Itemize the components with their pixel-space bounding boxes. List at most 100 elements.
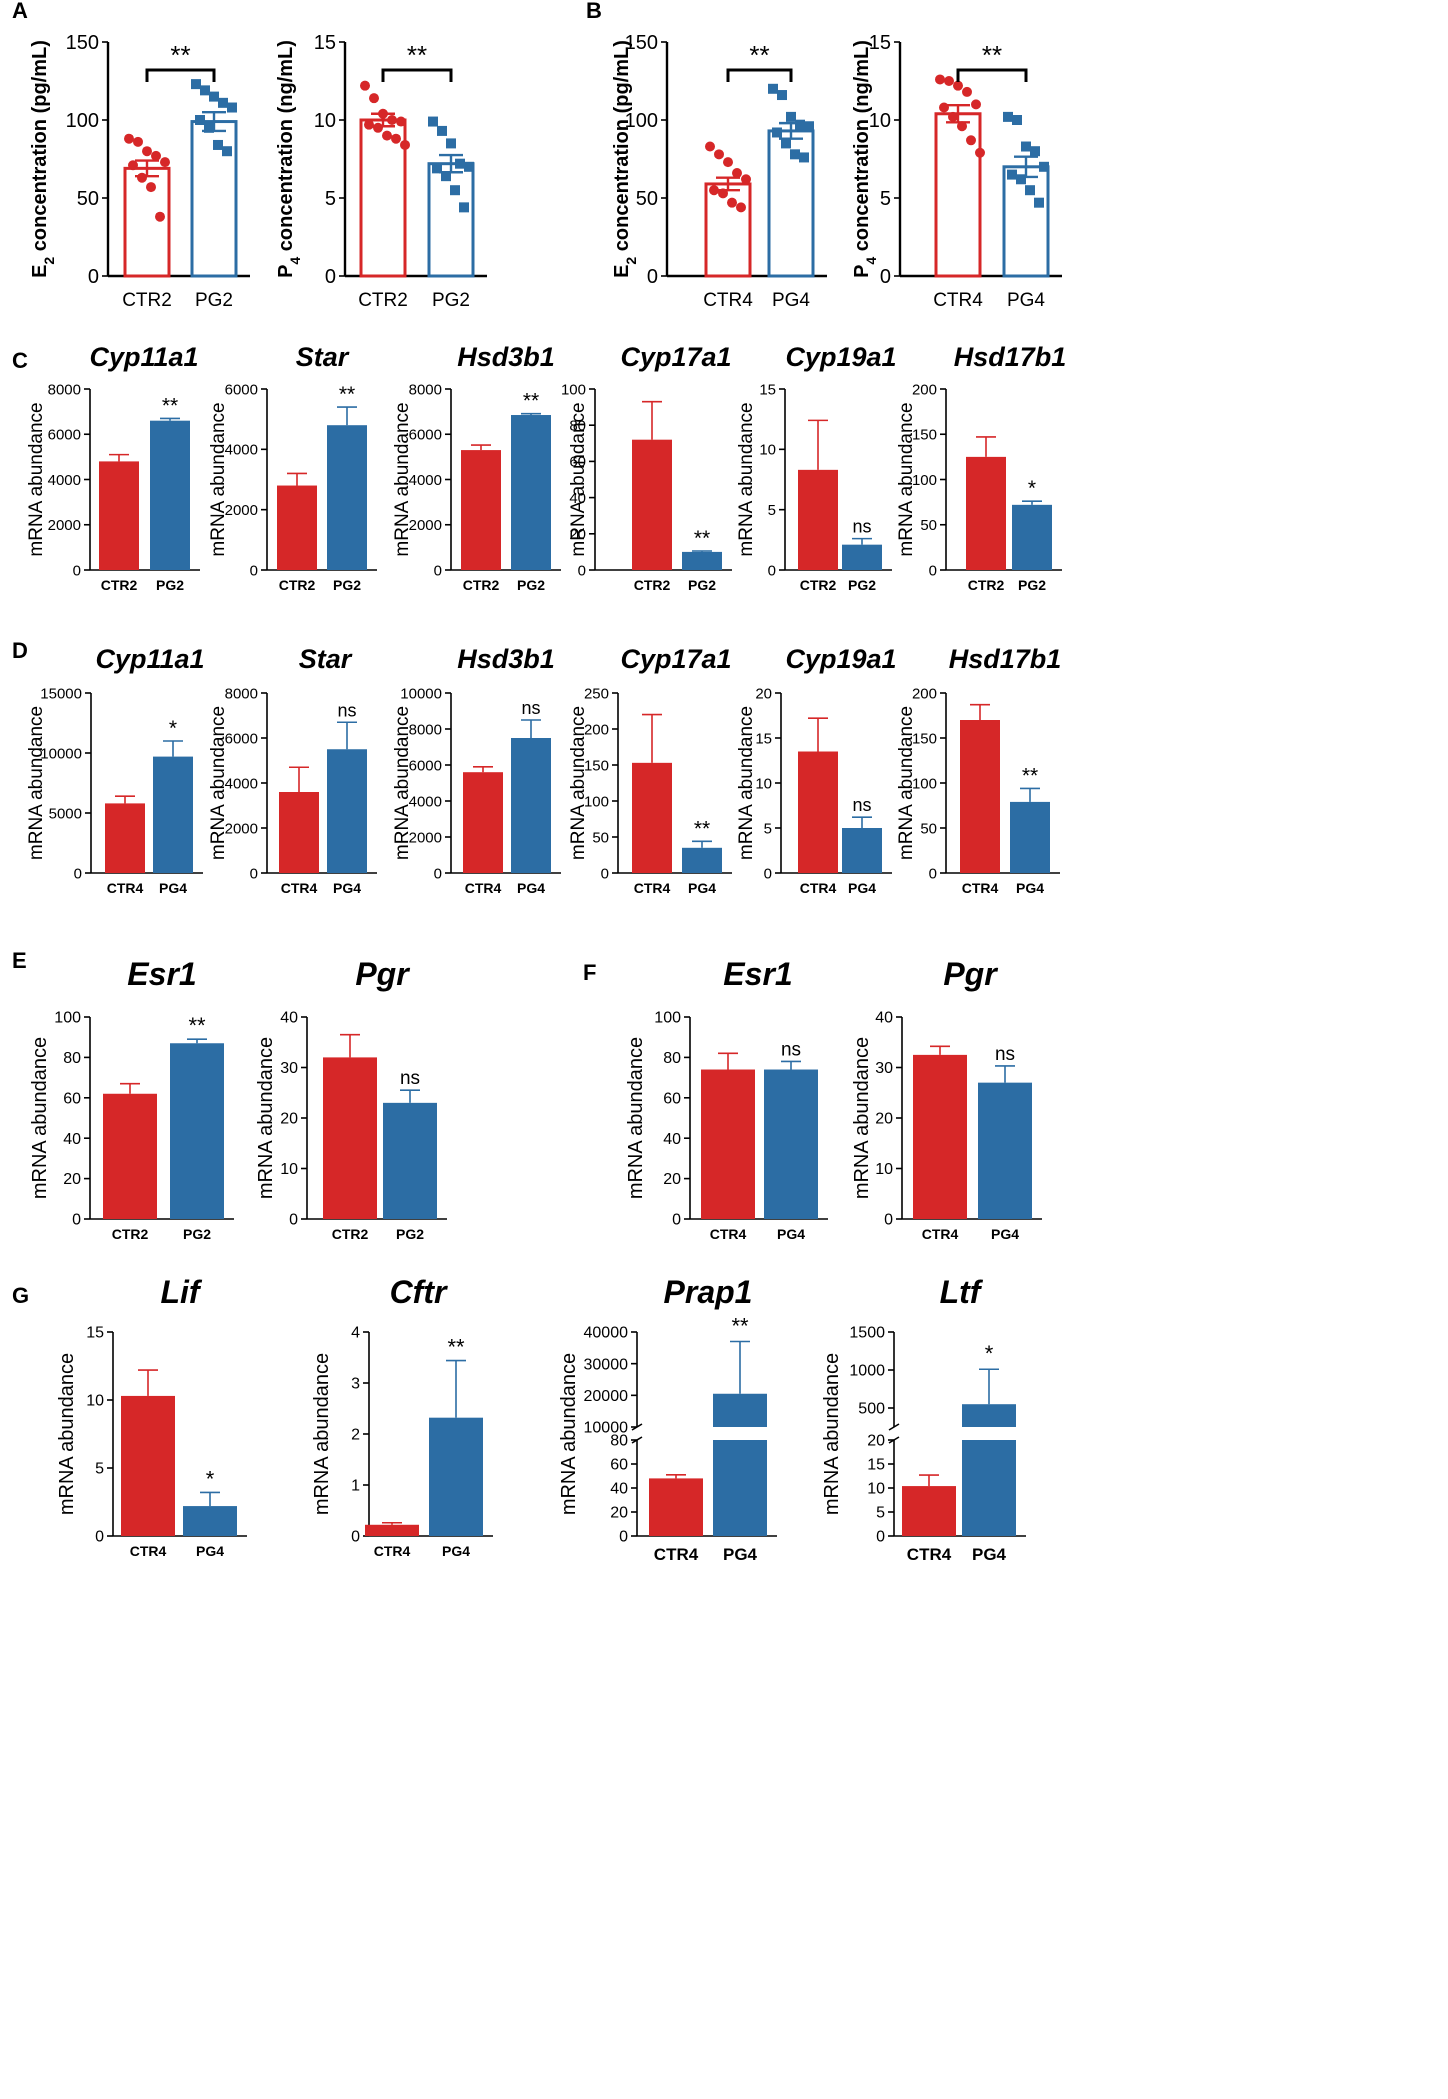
- y-tick-label: 0: [434, 865, 442, 882]
- y-tick-label: 8000: [409, 381, 442, 398]
- y-tick-label: 40: [610, 1481, 628, 1498]
- chart-D5: Cyp19a1 0 5 10 15 20 CTR4 ns PG4 mRNA abundance: [736, 644, 897, 896]
- y-tick-label: 150: [66, 32, 99, 54]
- data-point: [459, 202, 469, 213]
- y-tick-label: 250: [584, 685, 609, 702]
- bar-PG2: [682, 551, 722, 570]
- significance-label: *: [206, 1466, 215, 1491]
- panel-label: D: [12, 638, 28, 663]
- y-tick-label: 2000: [409, 517, 442, 534]
- data-point: [781, 138, 791, 149]
- panel-label: B: [586, 0, 602, 23]
- y-tick-label: 5: [325, 188, 336, 210]
- y-tick-label: 4000: [48, 472, 81, 489]
- bar-CTR4: [463, 772, 503, 873]
- data-point: [948, 111, 958, 122]
- data-point: [160, 157, 170, 168]
- data-point: [437, 125, 447, 136]
- y-tick-label: 80: [663, 1050, 681, 1067]
- y-tick-label: 5: [880, 188, 891, 210]
- significance-label: **: [694, 527, 710, 550]
- chart-G4: Ltf 500 1000 1500 0 5 10 15 20 CTR4 * PG4 mRNA abund…: [821, 1274, 1026, 1564]
- bar-CTR2: [966, 456, 1006, 570]
- y-tick-label: 4000: [225, 442, 258, 459]
- significance-label: **: [731, 1314, 749, 1339]
- data-point: [396, 116, 406, 127]
- y-tick-label: 500: [858, 1401, 885, 1418]
- chart-C5: Cyp19a1 0 5 10 15 CTR2 ns PG2 mRNA abundance: [736, 342, 897, 593]
- y-tick-label: 60: [663, 1090, 681, 1107]
- y-tick-label: 5: [764, 820, 772, 837]
- x-tick-label: CTR4: [800, 880, 837, 896]
- x-tick-label: PG2: [432, 290, 470, 311]
- data-point: [369, 93, 379, 104]
- bar-CTR4: [902, 1486, 956, 1536]
- bar-CTR2: [323, 1057, 377, 1219]
- bar-PG2: [842, 544, 882, 570]
- data-point: [777, 90, 787, 101]
- bar-PG2: [150, 420, 190, 570]
- x-tick-label: PG2: [333, 577, 361, 593]
- x-tick-label: PG4: [772, 290, 810, 311]
- y-tick-label: 60: [569, 454, 586, 471]
- data-point: [957, 121, 967, 132]
- y-tick-label: 20: [569, 526, 586, 543]
- bar-PG4: [327, 749, 367, 873]
- panel-label: G: [12, 1283, 29, 1308]
- data-point: [1007, 169, 1017, 180]
- y-tick-label: 20: [63, 1171, 81, 1188]
- y-tick-label: 2000: [409, 829, 442, 846]
- x-tick-label: CTR2: [358, 290, 408, 311]
- significance-label: **: [162, 394, 178, 417]
- data-point: [705, 141, 715, 152]
- chart-title: Esr1: [127, 956, 196, 992]
- y-tick-label: 0: [768, 562, 776, 579]
- data-point: [382, 130, 392, 141]
- x-tick-label: PG4: [1016, 880, 1044, 896]
- chart-title: Hsd17b1: [954, 342, 1067, 372]
- y-tick-label: 0: [289, 1212, 298, 1229]
- x-tick-label: PG2: [396, 1226, 424, 1242]
- bar-PG4: [511, 738, 551, 873]
- y-tick-label: 60: [63, 1090, 81, 1107]
- bar-CTR4: [701, 1069, 755, 1219]
- y-tick-label: 40: [663, 1131, 681, 1148]
- chart-D4: Cyp17a1 0 50 100 150 200 250 CTR4 ** PG4 mRNA abun…: [568, 644, 732, 896]
- x-tick-label: PG2: [688, 577, 716, 593]
- data-point: [804, 121, 814, 132]
- data-point: [200, 85, 210, 96]
- bar-PG4: [429, 1417, 483, 1536]
- significance-label: ns: [521, 698, 540, 718]
- y-tick-label: 4000: [225, 775, 258, 792]
- data-point: [124, 133, 134, 144]
- data-point: [191, 79, 201, 90]
- x-tick-label: CTR4: [634, 880, 671, 896]
- bar-CTR2: [798, 469, 838, 570]
- y-tick-label: 0: [672, 1212, 681, 1229]
- x-tick-label: PG4: [517, 880, 545, 896]
- y-tick-label: 150: [584, 757, 609, 774]
- bar-CTR4: [105, 803, 145, 873]
- bar-CTR4: [279, 792, 319, 873]
- data-point: [209, 91, 219, 102]
- data-point: [944, 76, 954, 86]
- x-tick-label: PG4: [723, 1545, 758, 1564]
- y-axis-label: mRNA abundance: [736, 706, 757, 860]
- data-point: [772, 127, 782, 138]
- panel-label: A: [12, 0, 28, 23]
- x-tick-label: PG2: [156, 577, 184, 593]
- y-tick-label: 20000: [584, 1388, 629, 1405]
- data-point: [128, 160, 138, 171]
- y-tick-label: 50: [636, 188, 658, 210]
- bar-CTR2: [461, 450, 501, 570]
- y-axis-label: mRNA abundance: [29, 1037, 51, 1199]
- bar-CTR2: [103, 1093, 157, 1219]
- y-tick-label: 0: [250, 865, 258, 882]
- data-point: [387, 115, 397, 125]
- significance-label: *: [985, 1341, 994, 1366]
- chart-C1: C Cyp11a1 0 2000 4000 6000 8000 CTR2 ** PG2 mRNA a…: [12, 342, 200, 593]
- chart-title: Esr1: [723, 956, 792, 992]
- x-tick-label: CTR4: [465, 880, 502, 896]
- bar-CTR4: [649, 1478, 703, 1536]
- y-tick-label: 30000: [584, 1356, 629, 1373]
